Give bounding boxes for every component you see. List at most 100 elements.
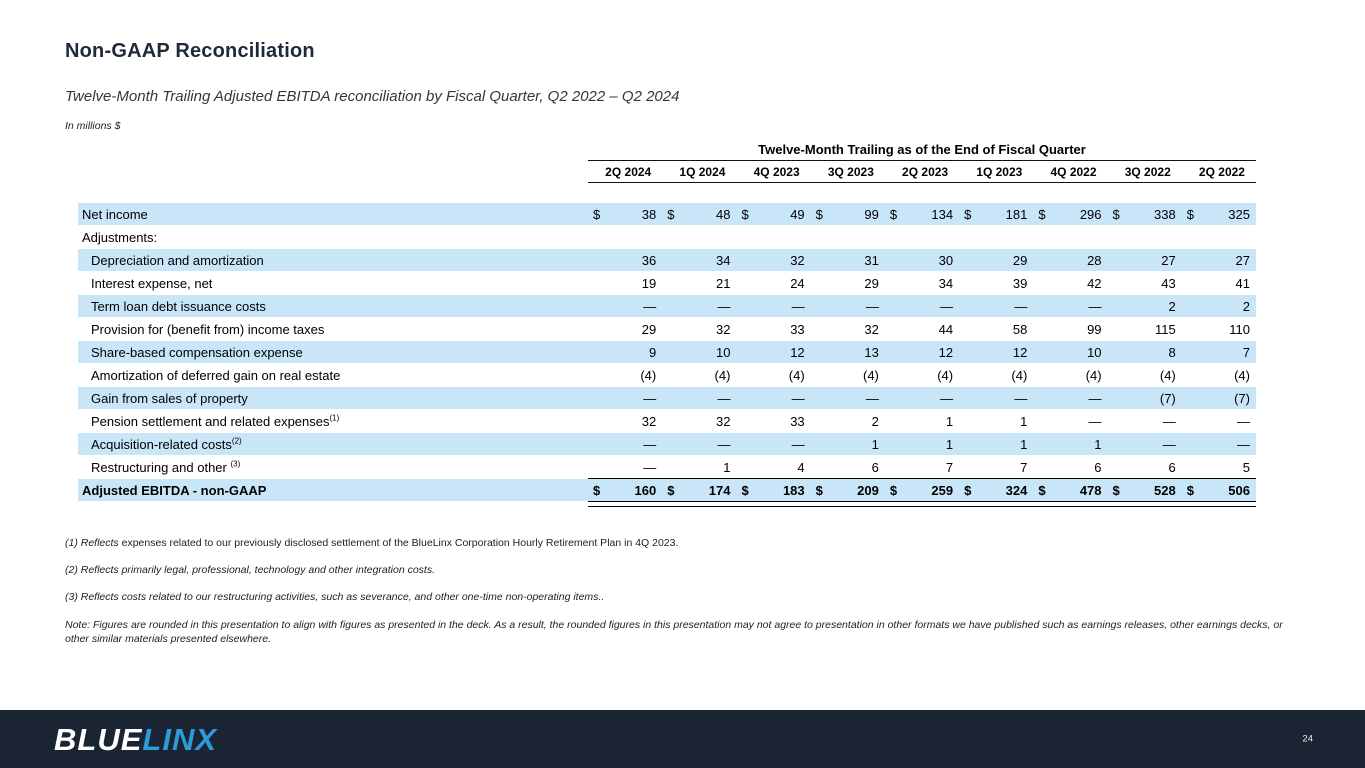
cell-value: 2 bbox=[871, 413, 879, 429]
value-cell: $38 bbox=[588, 207, 662, 222]
cell-value: 528 bbox=[1154, 482, 1176, 498]
value-cell: 33 bbox=[736, 414, 810, 429]
cell-value: — bbox=[1014, 298, 1028, 314]
value-cell: 29 bbox=[959, 253, 1033, 268]
value-cell: — bbox=[1182, 414, 1256, 429]
value-cell: 34 bbox=[885, 276, 959, 291]
row-values: (4) (4) (4) (4) (4) (4) (4) (4) (4) bbox=[588, 364, 1256, 386]
table-row: Net income $38 $48 $49 $99 $134 $181 $296 $338 $3… bbox=[78, 203, 1256, 225]
cell-value: 2 bbox=[1168, 298, 1176, 314]
value-cell: 12 bbox=[736, 345, 810, 360]
column-header: 1Q 2023 bbox=[976, 165, 1023, 179]
value-cell: 1 bbox=[885, 414, 959, 429]
value-cell: 12 bbox=[885, 345, 959, 360]
value-cell: (7) bbox=[1182, 391, 1256, 406]
cell-value: 29 bbox=[1012, 252, 1028, 268]
cell-value: 43 bbox=[1161, 275, 1176, 291]
cell-value: 58 bbox=[1012, 321, 1028, 337]
slide-subtitle: Twelve-Month Trailing Adjusted EBITDA re… bbox=[65, 88, 680, 105]
value-cell: 6 bbox=[1033, 460, 1107, 475]
cell-value: (4) bbox=[714, 367, 731, 383]
row-values: — 1 4 6 7 7 6 6 5 bbox=[588, 456, 1256, 478]
footnote-3: (3) Reflects costs related to our restru… bbox=[65, 591, 605, 603]
dollar-sign: $ bbox=[667, 206, 675, 222]
cell-value: 6 bbox=[1094, 459, 1102, 475]
row-values: 19 21 24 29 34 39 42 43 41 bbox=[588, 272, 1256, 294]
footnote-marker: (3) bbox=[230, 459, 241, 469]
cell-value: 33 bbox=[790, 321, 805, 337]
dollar-sign: $ bbox=[1112, 482, 1120, 498]
value-cell: 5 bbox=[1182, 460, 1256, 475]
cell-value: 42 bbox=[1087, 275, 1102, 291]
cell-value: 32 bbox=[790, 252, 805, 268]
cell-value: 9 bbox=[648, 344, 657, 360]
cell-value: 24 bbox=[790, 275, 805, 291]
value-cell: (4) bbox=[736, 368, 810, 383]
cell-value: — bbox=[643, 390, 657, 406]
value-cell: (4) bbox=[1108, 368, 1182, 383]
dollar-sign: $ bbox=[964, 482, 972, 498]
value-cell: — bbox=[811, 391, 885, 406]
cell-value: 1 bbox=[1020, 436, 1028, 452]
value-cell: — bbox=[662, 391, 736, 406]
table-row: Provision for (benefit from) income taxe… bbox=[78, 318, 1256, 340]
value-cell: $528 bbox=[1108, 483, 1182, 498]
value-cell: — bbox=[1108, 437, 1182, 452]
row-values: $38 $48 $49 $99 $134 $181 $296 $338 $325 bbox=[588, 203, 1256, 225]
cell-value: 1 bbox=[1094, 436, 1102, 452]
dollar-sign: $ bbox=[1038, 206, 1046, 222]
cell-value: — bbox=[1014, 390, 1028, 406]
footnote-1-text: expenses related to our previously discl… bbox=[118, 537, 679, 549]
table-row: Restructuring and other (3) — 1 4 6 7 7 6 6 5 bbox=[78, 456, 1256, 478]
row-values: $160 $174 $183 $209 $259 $324 $478 $528 $506 bbox=[588, 479, 1256, 501]
value-cell: 4 bbox=[736, 460, 810, 475]
value-cell: 32 bbox=[662, 322, 736, 337]
value-cell: (4) bbox=[885, 368, 959, 383]
value-cell: — bbox=[588, 437, 662, 452]
value-cell: 36 bbox=[588, 253, 662, 268]
row-label: Net income bbox=[82, 206, 148, 222]
row-values: 9 10 12 13 12 12 10 8 7 bbox=[588, 341, 1256, 363]
note-text: Note: Figures are rounded in this presen… bbox=[65, 619, 1283, 645]
cell-value: — bbox=[643, 298, 657, 314]
value-cell: 43 bbox=[1108, 276, 1182, 291]
page-title: Non-GAAP Reconciliation bbox=[65, 40, 315, 62]
cell-value: 115 bbox=[1155, 321, 1176, 337]
column-header: 2Q 2022 bbox=[1198, 165, 1245, 179]
column-header: 4Q 2022 bbox=[1050, 165, 1097, 179]
value-cell: 29 bbox=[588, 322, 662, 337]
value-cell: — bbox=[1108, 414, 1182, 429]
value-cell: (4) bbox=[811, 368, 885, 383]
value-cell: $48 bbox=[662, 207, 736, 222]
cell-value: 21 bbox=[715, 275, 731, 291]
cell-value: — bbox=[717, 436, 731, 452]
table-row: Interest expense, net 19 21 24 29 34 39 42 43 41 bbox=[78, 272, 1256, 294]
value-cell: 33 bbox=[736, 322, 810, 337]
row-values bbox=[588, 226, 1256, 248]
row-label: Amortization of deferred gain on real es… bbox=[91, 367, 341, 383]
row-label: Gain from sales of property bbox=[91, 390, 248, 406]
cell-value: 12 bbox=[790, 344, 805, 360]
dollar-sign: $ bbox=[593, 482, 601, 498]
cell-value: 31 bbox=[864, 252, 879, 268]
value-cell: 6 bbox=[811, 460, 885, 475]
value-cell: $296 bbox=[1033, 207, 1107, 222]
cell-value: (4) bbox=[788, 367, 805, 383]
value-cell: 42 bbox=[1033, 276, 1107, 291]
column-header: 2Q 2023 bbox=[902, 165, 949, 179]
value-cell: — bbox=[662, 299, 736, 314]
value-cell: — bbox=[736, 391, 810, 406]
table-header: Twelve-Month Trailing as of the End of F… bbox=[588, 142, 1256, 161]
cell-value: 8 bbox=[1168, 344, 1176, 360]
value-cell: $324 bbox=[959, 483, 1033, 498]
cell-value: 27 bbox=[1161, 252, 1176, 268]
value-cell: 10 bbox=[662, 345, 736, 360]
table-row: Acquisition-related costs(2) — — — 1 1 1 1 — — bbox=[78, 433, 1256, 455]
cell-value: 44 bbox=[938, 321, 954, 337]
value-cell: — bbox=[1182, 437, 1256, 452]
value-cell: 1 bbox=[959, 437, 1033, 452]
cell-value: 36 bbox=[641, 252, 657, 268]
cell-value: 183 bbox=[782, 482, 805, 498]
cell-value: — bbox=[1236, 413, 1250, 429]
table-row: Depreciation and amortization 36 34 32 31 30 2… bbox=[78, 249, 1256, 271]
